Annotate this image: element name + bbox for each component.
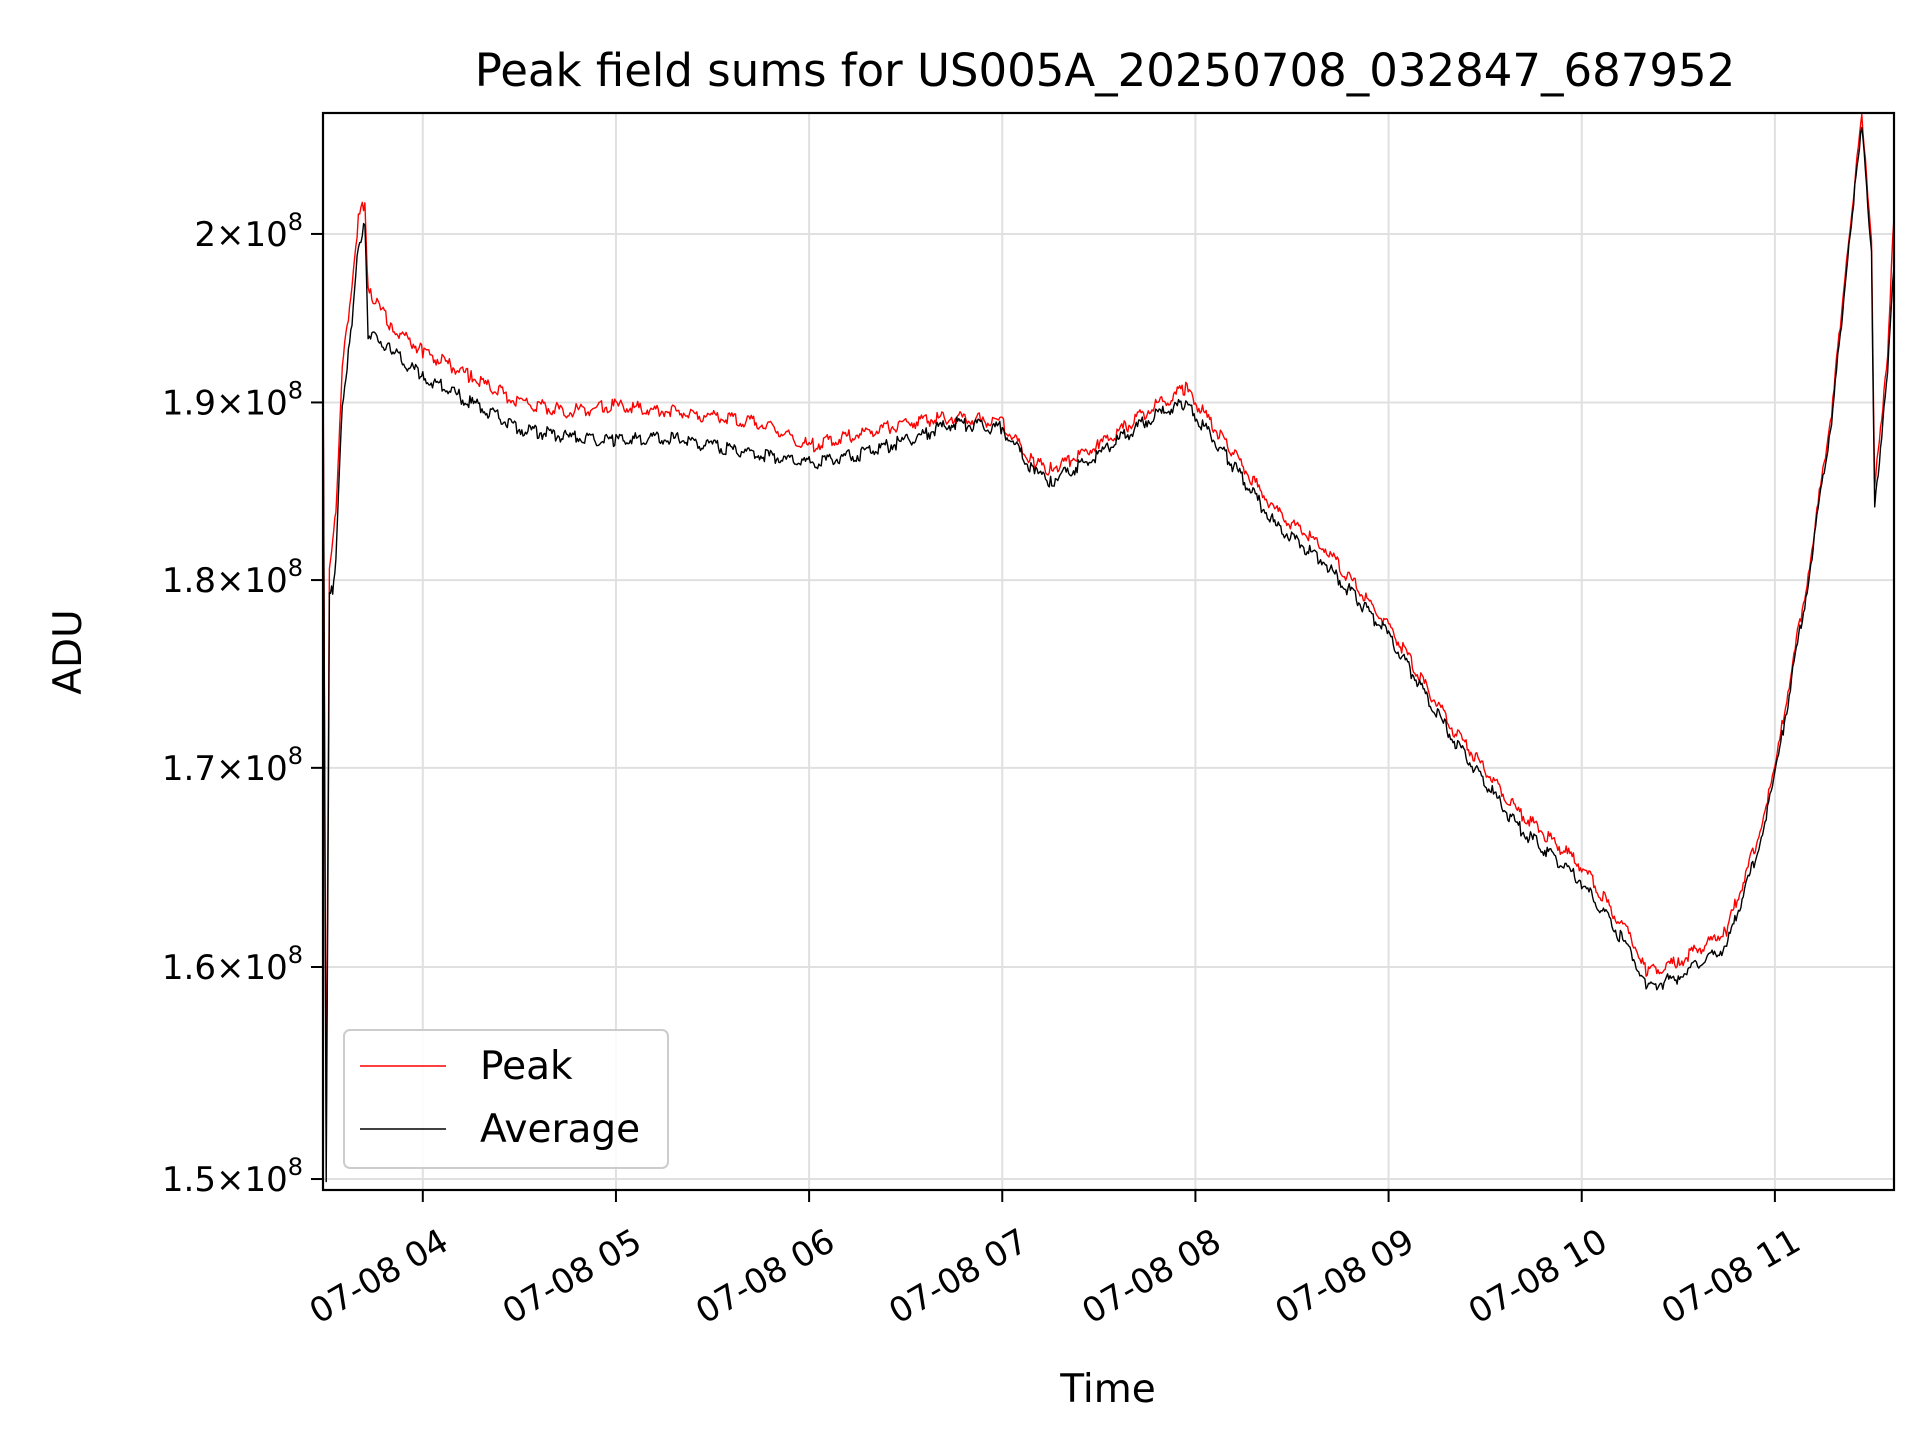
y-tick-label: 2×108 — [194, 208, 303, 255]
series-line-peak — [322, 113, 1895, 1131]
y-tick-label: 1.8×108 — [162, 554, 303, 601]
legend-label-average: Average — [480, 1107, 640, 1152]
x-axis-label: Time — [1059, 1367, 1155, 1412]
legend-label-peak: Peak — [480, 1044, 573, 1089]
plot-lines — [322, 113, 1895, 1183]
y-tick-label: 1.6×108 — [162, 941, 303, 988]
legend: Peak Average — [343, 1029, 669, 1169]
y-axis-label: ADU — [46, 609, 91, 694]
plot-area-frame — [321, 111, 1896, 1192]
chart-title: Peak field sums for US005A_20250708_0328… — [475, 44, 1736, 97]
series-line-average — [322, 126, 1895, 1183]
grid — [323, 113, 1894, 1190]
legend-box — [343, 1029, 669, 1169]
y-axis-ticks: 1.5×108 1.6×108 1.7×108 1.8×108 1.9×108 2×108 — [162, 208, 323, 1200]
y-tick-label: 1.9×108 — [162, 376, 303, 423]
y-tick-label: 1.5×108 — [162, 1153, 303, 1200]
y-tick-label: 1.7×108 — [162, 742, 303, 789]
